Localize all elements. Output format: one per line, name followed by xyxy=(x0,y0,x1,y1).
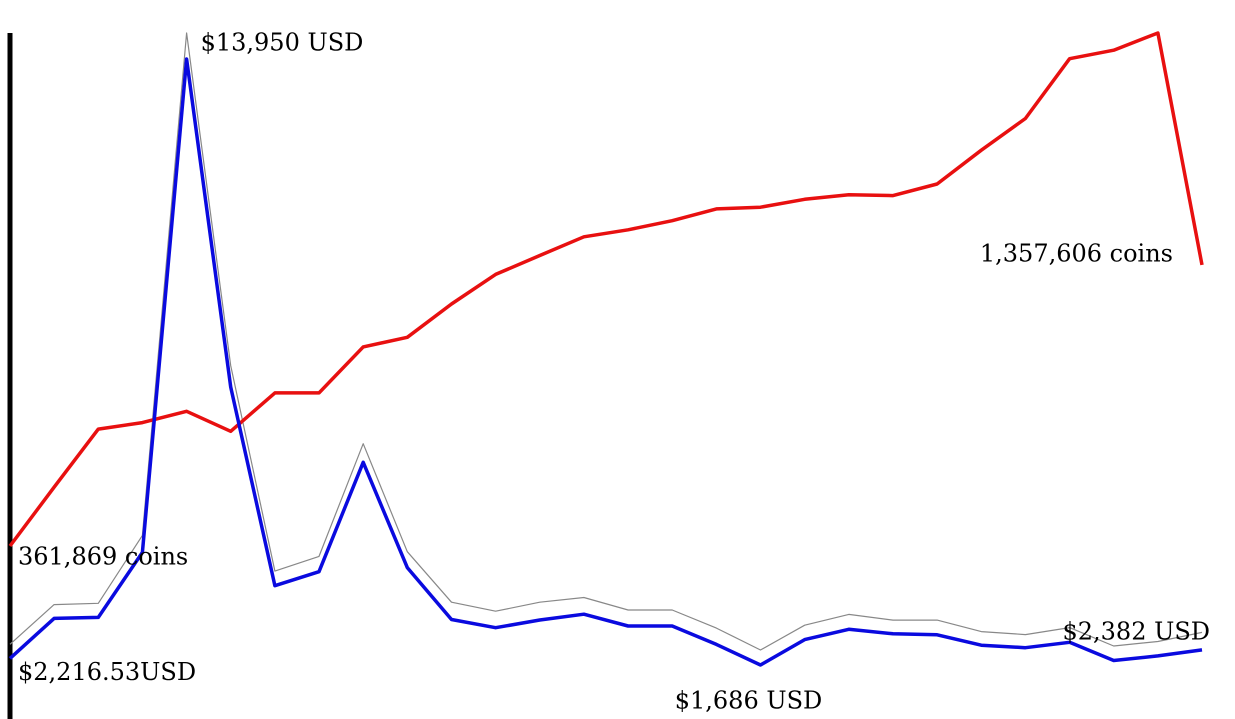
series-line-coins xyxy=(8,31,1204,548)
data-label: $13,950 USD xyxy=(201,29,364,57)
data-label: 361,869 coins xyxy=(18,543,188,571)
data-label: $2,382 USD xyxy=(1062,617,1210,645)
series-layer xyxy=(8,31,1204,667)
data-label: 1,357,606 coins xyxy=(980,239,1173,267)
series-line-usd-shadow xyxy=(9,32,1203,651)
series-line-usd xyxy=(8,57,1203,667)
label-layer: 1,357,606 coins 361,869 coins $13,950 USD $… xyxy=(18,29,1210,715)
data-label: $2,216.53USD xyxy=(18,658,196,686)
data-label: $1,686 USD xyxy=(675,687,823,715)
